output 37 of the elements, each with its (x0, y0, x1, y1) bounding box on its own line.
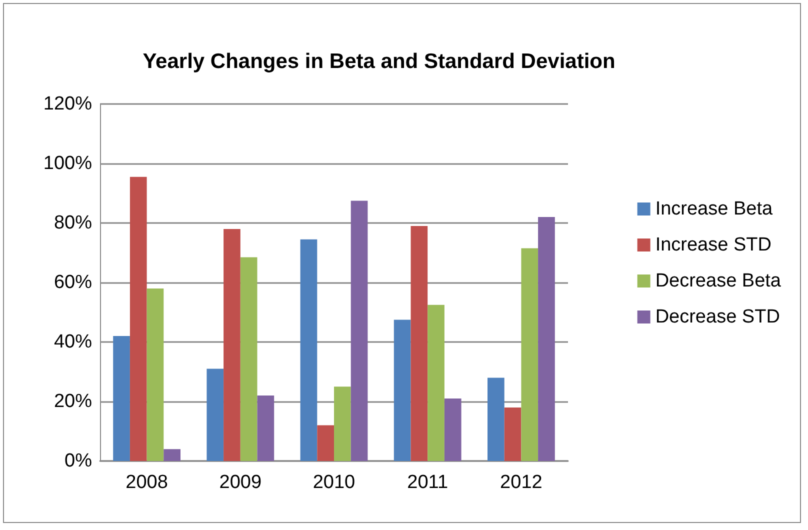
y-tick-label: 40% (54, 332, 92, 352)
bar (504, 407, 522, 461)
bar (113, 336, 130, 461)
bar (488, 378, 504, 461)
y-tick-label: 120% (43, 94, 92, 114)
x-tick-label: 2008 (126, 472, 168, 493)
y-tick-label: 60% (54, 272, 92, 293)
y-tick-label: 100% (43, 153, 92, 174)
x-tick-label: 2012 (500, 472, 542, 493)
bar (428, 304, 444, 461)
bar (206, 368, 224, 461)
bar (334, 386, 351, 461)
bar (146, 288, 164, 461)
legend-label: Decrease STD (655, 306, 780, 328)
bar (130, 176, 147, 461)
legend-label: Increase STD (655, 234, 772, 256)
y-tick-label: 0% (64, 450, 92, 472)
x-tick-label: 2009 (219, 472, 262, 493)
bar (444, 398, 462, 461)
bar (394, 320, 411, 461)
bar (164, 449, 180, 461)
chart-title: Yearly Changes in Beta and Standard Deviation (142, 50, 616, 73)
bar (224, 228, 240, 461)
legend-label: Increase Beta (655, 198, 773, 220)
bar (538, 217, 555, 461)
x-tick-label: 2010 (312, 472, 356, 493)
legend-label: Decrease Beta (655, 270, 782, 292)
bar (317, 425, 334, 461)
bar (410, 226, 428, 461)
y-tick-label: 20% (54, 391, 92, 412)
y-tick-label: 80% (54, 212, 92, 234)
bar (350, 200, 368, 461)
bar (300, 239, 318, 461)
bar (521, 248, 538, 461)
bar (240, 257, 258, 461)
bar (257, 396, 274, 461)
x-tick-label: 2011 (407, 472, 448, 493)
